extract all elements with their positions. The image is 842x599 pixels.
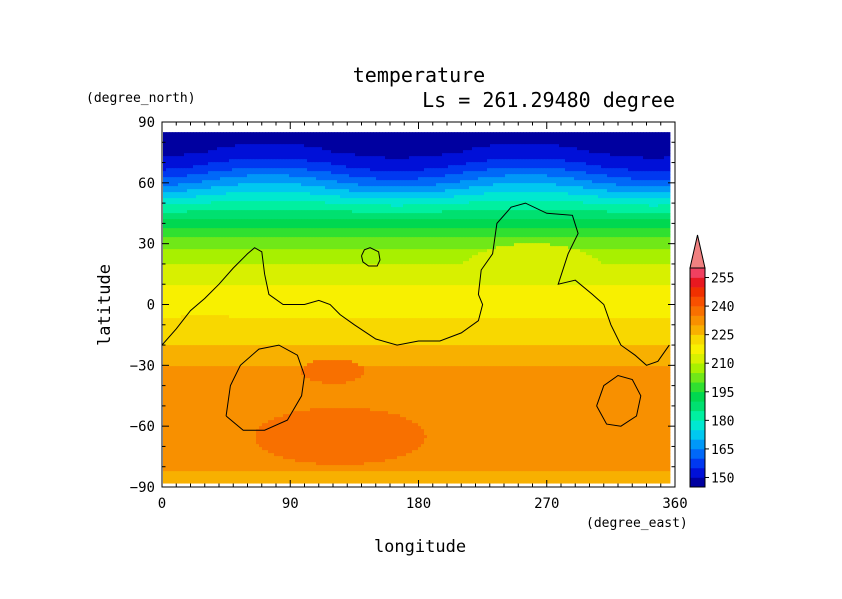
- colorbar-swatch: [690, 373, 705, 383]
- colorbar-swatch: [690, 306, 705, 316]
- colorbar-swatch: [690, 354, 705, 364]
- colorbar-tick-label: 210: [711, 357, 734, 372]
- colorbar-tick-label: 180: [711, 414, 734, 429]
- y-tick-label: 90: [138, 115, 155, 131]
- colorbar-swatch: [690, 401, 705, 411]
- colorbar-tick-label: 165: [711, 443, 734, 458]
- y-tick-label: 60: [138, 176, 155, 192]
- y-axis-label: latitude: [95, 264, 115, 346]
- colorbar-tick-label: 255: [711, 272, 734, 287]
- chart-title: temperature: [353, 63, 485, 87]
- temperature-field: [163, 132, 670, 483]
- x-tick-label: 270: [534, 496, 559, 512]
- colorbar-swatch: [690, 468, 705, 478]
- colorbar: 150 165 180 195 210 225 240 255: [690, 235, 734, 487]
- colorbar-swatch: [690, 335, 705, 345]
- colorbar-swatch: [690, 420, 705, 430]
- y-tick-label: 30: [138, 237, 155, 253]
- colorbar-swatch: [690, 278, 705, 288]
- colorbar-swatch: [690, 477, 705, 487]
- colorbar-swatch: [690, 344, 705, 354]
- colorbar-swatch: [690, 287, 705, 297]
- y-unit-label: (degree_north): [86, 91, 196, 106]
- colorbar-swatch: [690, 439, 705, 449]
- x-tick-label: 90: [282, 496, 299, 512]
- colorbar-swatch: [690, 449, 705, 459]
- y-tick-label: −30: [130, 358, 155, 374]
- chart-subtitle: Ls = 261.29480 degree: [422, 88, 675, 112]
- colorbar-tick-label: 225: [711, 329, 734, 344]
- colorbar-swatch: [690, 325, 705, 335]
- colorbar-swatch: [690, 458, 705, 468]
- colorbar-tick-label: 150: [711, 471, 734, 486]
- y-tick-label: −90: [130, 480, 155, 496]
- colorbar-swatch: [690, 411, 705, 421]
- colorbar-swatch: [690, 382, 705, 392]
- x-unit-label: (degree_east): [586, 516, 688, 531]
- x-tick-label: 360: [662, 496, 687, 512]
- colorbar-tick-label: 195: [711, 386, 734, 401]
- x-tick-label: 180: [406, 496, 431, 512]
- colorbar-swatch: [690, 316, 705, 326]
- y-tick-label: 0: [147, 298, 155, 314]
- y-tick-label: −60: [130, 419, 155, 435]
- colorbar-swatch: [690, 297, 705, 307]
- colorbar-swatch: [690, 430, 705, 440]
- x-tick-label: 0: [158, 496, 166, 512]
- colorbar-swatch: [690, 392, 705, 402]
- x-axis-label: longitude: [374, 537, 466, 557]
- colorbar-swatch: [690, 363, 705, 373]
- colorbar-tick-label: 240: [711, 300, 734, 315]
- colorbar-swatch: [690, 268, 705, 278]
